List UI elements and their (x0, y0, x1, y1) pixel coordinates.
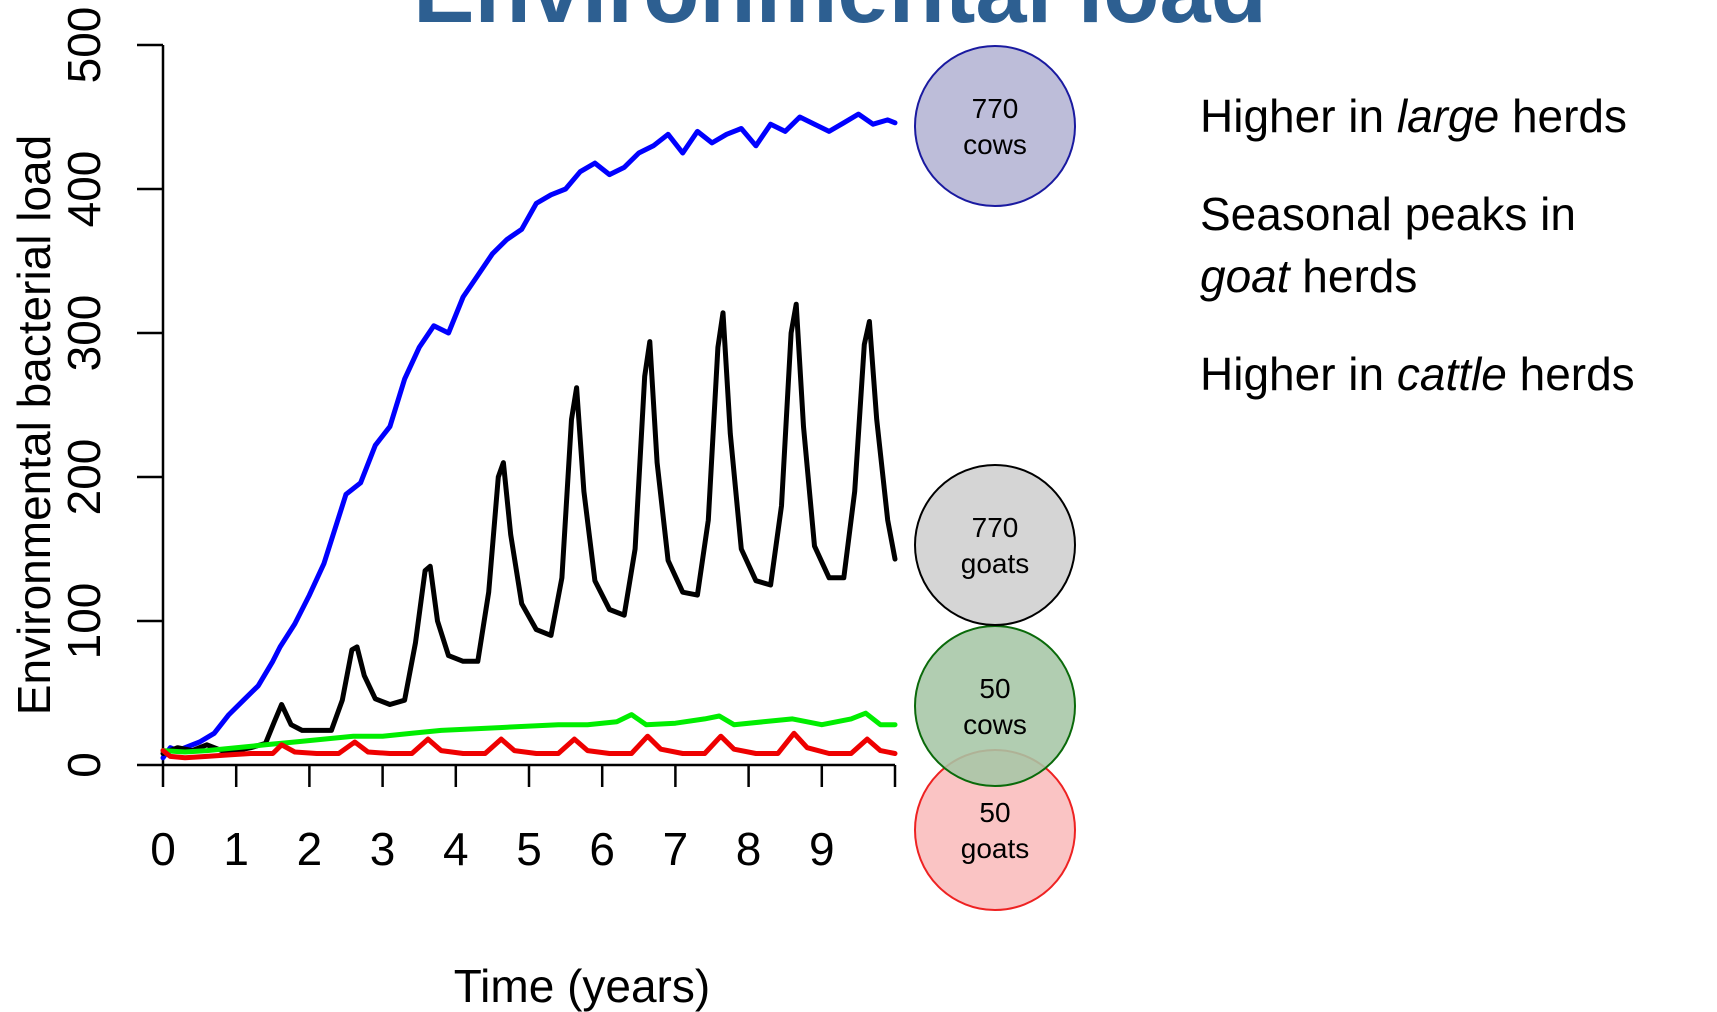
note-emphasis: large (1396, 90, 1500, 142)
legend-bubble-species: cows (963, 129, 1027, 160)
y-axis-title: Environmental bacterial load (8, 135, 60, 715)
note-goat-peaks: Seasonal peaks in goat herds (1200, 183, 1710, 307)
x-tick-label: 8 (736, 823, 762, 875)
note-text: Higher in (1200, 348, 1397, 400)
x-tick-label: 2 (297, 823, 323, 875)
note-text: herds (1506, 348, 1635, 400)
x-axis-title: Time (years) (454, 960, 710, 1012)
note-text: herds (1499, 90, 1628, 142)
series-line-1 (160, 301, 898, 756)
legend-bubble-circle (914, 625, 1076, 787)
legend-bubble-count: 50 (979, 797, 1010, 828)
series-line-3 (160, 730, 898, 761)
legend-bubble-species: goats (961, 833, 1030, 864)
y-tick-label: 400 (58, 151, 110, 228)
y-tick-label: 0 (58, 752, 110, 778)
legend-bubble-count: 770 (972, 512, 1019, 543)
note-cattle-herds: Higher in cattle herds (1200, 343, 1710, 405)
x-tick-label: 3 (370, 823, 396, 875)
x-tick-label: 5 (516, 823, 542, 875)
y-tick-label: 200 (58, 439, 110, 516)
slide-title: Environmental load (413, 0, 1267, 42)
x-tick-label: 0 (150, 823, 176, 875)
legend-bubble-count: 50 (979, 673, 1010, 704)
note-emphasis: goat (1200, 250, 1290, 302)
series-line-2 (160, 710, 898, 755)
legend-bubbles: 50 goats 50 cows 770 goats 770 cows (914, 45, 1076, 911)
x-tick-label: 1 (223, 823, 249, 875)
x-tick-label: 9 (809, 823, 835, 875)
note-text: Higher in (1200, 90, 1397, 142)
x-tick-label: 6 (589, 823, 615, 875)
legend-bubble-circle (914, 45, 1076, 207)
x-tick-label: 4 (443, 823, 469, 875)
note-emphasis: cattle (1396, 348, 1507, 400)
legend-bubble-count: 770 (972, 93, 1019, 124)
legend-bubble-1: 770 goats (914, 464, 1076, 626)
legend-bubble-2: 50 cows (914, 625, 1076, 787)
legend-bubble-0: 770 cows (914, 45, 1076, 207)
y-tick-label: 300 (58, 295, 110, 372)
legend-bubble-circle (914, 464, 1076, 626)
note-text: Seasonal peaks in (1200, 188, 1576, 240)
note-text: herds (1289, 250, 1418, 302)
series-lines (160, 111, 898, 761)
series-line-0 (160, 111, 898, 761)
legend-bubble-species: cows (963, 709, 1027, 740)
legend-bubble-3: 50 goats (914, 749, 1076, 911)
x-tick-label: 7 (663, 823, 689, 875)
y-tick-label: 500 (58, 7, 110, 84)
note-large-herds: Higher in large herds (1200, 85, 1710, 147)
y-tick-label: 100 (58, 583, 110, 660)
legend-bubble-species: goats (961, 548, 1030, 579)
notes-panel: Higher in large herds Seasonal peaks in … (1200, 85, 1710, 441)
